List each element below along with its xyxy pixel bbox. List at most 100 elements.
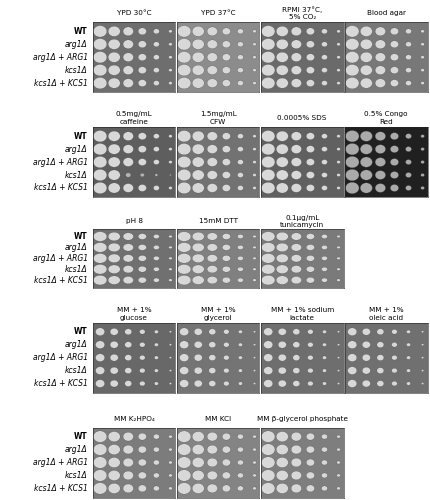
- Circle shape: [336, 257, 340, 260]
- Circle shape: [252, 134, 256, 138]
- Circle shape: [345, 130, 358, 142]
- Circle shape: [252, 174, 256, 176]
- Circle shape: [321, 234, 327, 238]
- Circle shape: [306, 184, 314, 192]
- Circle shape: [177, 130, 190, 142]
- Circle shape: [222, 132, 230, 140]
- Circle shape: [420, 42, 424, 46]
- Circle shape: [237, 29, 243, 34]
- Circle shape: [124, 380, 132, 386]
- Text: arg1Δ: arg1Δ: [65, 340, 88, 349]
- Circle shape: [237, 460, 243, 465]
- Circle shape: [124, 368, 132, 374]
- Circle shape: [168, 268, 172, 270]
- Circle shape: [336, 268, 340, 270]
- Circle shape: [391, 381, 396, 386]
- Circle shape: [307, 330, 313, 334]
- Circle shape: [192, 39, 204, 50]
- Circle shape: [237, 68, 243, 72]
- Circle shape: [345, 170, 358, 181]
- Circle shape: [405, 160, 411, 164]
- Circle shape: [237, 186, 243, 190]
- Circle shape: [110, 367, 118, 374]
- Circle shape: [290, 266, 301, 273]
- Circle shape: [336, 474, 340, 477]
- Circle shape: [222, 41, 230, 48]
- Circle shape: [421, 370, 423, 372]
- Circle shape: [420, 186, 424, 190]
- Circle shape: [321, 246, 327, 250]
- Circle shape: [263, 328, 272, 336]
- Text: MM KCl: MM KCl: [205, 416, 230, 422]
- Circle shape: [192, 470, 204, 480]
- Circle shape: [138, 266, 146, 272]
- Circle shape: [206, 184, 217, 192]
- Circle shape: [169, 356, 171, 358]
- Circle shape: [206, 144, 217, 154]
- Circle shape: [179, 366, 188, 374]
- Circle shape: [321, 160, 327, 164]
- Circle shape: [168, 235, 172, 238]
- Circle shape: [237, 134, 243, 138]
- Circle shape: [153, 278, 159, 282]
- Circle shape: [153, 267, 159, 272]
- Text: kcs1Δ: kcs1Δ: [65, 170, 88, 179]
- Circle shape: [110, 328, 118, 335]
- Circle shape: [153, 42, 159, 47]
- Circle shape: [140, 174, 144, 177]
- Circle shape: [222, 184, 230, 192]
- Circle shape: [277, 367, 286, 374]
- Circle shape: [290, 432, 301, 441]
- Circle shape: [177, 254, 190, 263]
- Circle shape: [336, 134, 340, 138]
- Circle shape: [192, 144, 204, 154]
- Circle shape: [322, 343, 326, 346]
- Circle shape: [238, 343, 242, 346]
- Circle shape: [261, 156, 274, 168]
- Circle shape: [108, 444, 120, 454]
- Circle shape: [153, 160, 159, 164]
- Circle shape: [290, 471, 301, 480]
- Circle shape: [194, 341, 202, 348]
- Circle shape: [306, 277, 314, 283]
- Text: 0.1µg/mL
tunicamycin: 0.1µg/mL tunicamycin: [280, 214, 323, 228]
- Circle shape: [153, 234, 159, 238]
- Circle shape: [237, 146, 243, 152]
- Circle shape: [374, 144, 385, 154]
- Circle shape: [177, 470, 190, 481]
- Circle shape: [223, 381, 229, 386]
- Circle shape: [95, 366, 104, 374]
- Circle shape: [345, 52, 358, 63]
- Circle shape: [252, 160, 256, 164]
- Text: kcs1Δ + KCS1: kcs1Δ + KCS1: [34, 484, 88, 493]
- Text: arg1Δ: arg1Δ: [65, 445, 88, 454]
- Circle shape: [261, 431, 274, 442]
- Circle shape: [376, 329, 383, 335]
- Circle shape: [292, 380, 299, 386]
- Circle shape: [138, 132, 146, 140]
- Circle shape: [108, 78, 120, 88]
- Circle shape: [405, 330, 410, 334]
- Text: WT: WT: [74, 27, 88, 36]
- Circle shape: [420, 68, 424, 71]
- Circle shape: [390, 80, 398, 86]
- Text: 0.5% Congo
Red: 0.5% Congo Red: [364, 112, 407, 125]
- Circle shape: [374, 78, 385, 88]
- Circle shape: [177, 38, 190, 50]
- Circle shape: [222, 485, 230, 492]
- Circle shape: [359, 39, 372, 50]
- Circle shape: [168, 279, 172, 281]
- Circle shape: [108, 265, 120, 274]
- Circle shape: [276, 157, 288, 167]
- Circle shape: [345, 26, 358, 37]
- Circle shape: [222, 256, 230, 262]
- Circle shape: [306, 28, 314, 35]
- Circle shape: [138, 472, 146, 479]
- Circle shape: [277, 341, 286, 348]
- Circle shape: [237, 267, 243, 272]
- Circle shape: [169, 370, 171, 372]
- Circle shape: [108, 254, 120, 262]
- Circle shape: [307, 381, 313, 386]
- Circle shape: [306, 66, 314, 73]
- Circle shape: [208, 354, 215, 360]
